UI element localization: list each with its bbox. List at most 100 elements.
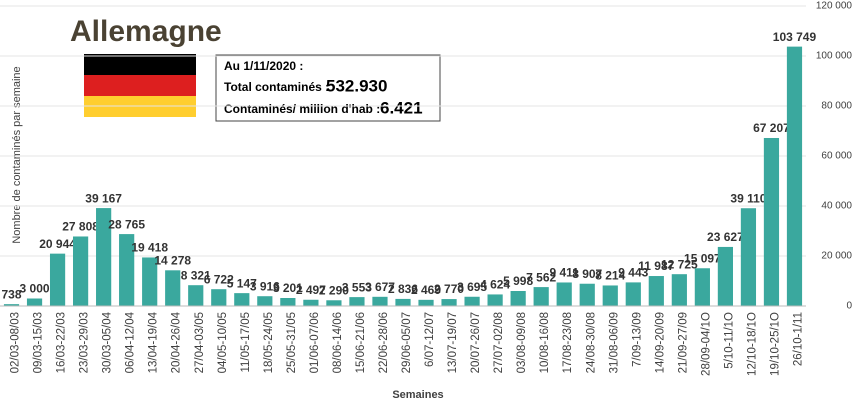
value-label: 3 201 (273, 281, 303, 295)
value-label: 19 418 (131, 241, 168, 255)
bar (26, 298, 43, 306)
bar (579, 283, 595, 306)
info-million-label: Contaminés/ million d'hab : (224, 102, 380, 116)
x-axis-label: Semaines (392, 389, 443, 401)
x-tick-label: 01/06-07/06 (309, 312, 321, 373)
x-tick-label: 06/04-12/04 (125, 311, 137, 373)
value-label: 3 916 (250, 279, 280, 293)
x-tick-label: 20/04-26/04 (171, 311, 183, 373)
x-tick-label: 16/03-22/03 (56, 312, 68, 373)
y-tick-label: 120 000 (816, 1, 853, 12)
bar (786, 46, 803, 306)
value-label: 9 443 (618, 266, 648, 280)
x-tick-label: 29/06-05/07 (401, 312, 413, 373)
value-label: 3 695 (457, 280, 487, 294)
y-tick-label: 100 000 (816, 51, 853, 62)
bar (280, 297, 296, 306)
value-label: 8 321 (181, 268, 211, 282)
x-tick-label: 10/08-16/08 (539, 312, 551, 373)
x-tick-label: 15/06-21/06 (355, 312, 367, 373)
bar (165, 270, 181, 306)
x-tick-label: 23/03-29/03 (79, 312, 91, 373)
x-tick-label: 19/10-25/1O (769, 312, 781, 376)
x-tick-label: 11/05-17/05 (240, 312, 252, 373)
x-tick-label: 25/05-31/05 (286, 312, 298, 373)
bar (671, 274, 687, 306)
bar (441, 299, 457, 306)
value-label: 2 836 (388, 282, 418, 296)
bar (142, 257, 158, 306)
y-tick-label: 60 000 (821, 151, 852, 162)
bar (326, 300, 342, 306)
bar (763, 137, 780, 306)
x-tick-label: 24/08-30/08 (585, 312, 597, 373)
x-tick-label: 30/03-05/04 (102, 311, 114, 373)
value-label: 2 469 (411, 283, 441, 297)
value-label: 27 808 (62, 220, 99, 234)
x-tick-label: 27/04-03/05 (194, 312, 206, 373)
bar (257, 296, 273, 306)
y-tick-label: 20 000 (821, 251, 852, 262)
bar (602, 285, 618, 306)
flag (84, 54, 196, 117)
bar (694, 268, 710, 306)
value-label: 738 (1, 287, 21, 301)
value-label: 11 987 (638, 259, 674, 273)
value-label: 2 290 (319, 283, 349, 297)
bar (625, 282, 641, 306)
bar (49, 253, 66, 306)
value-label: 5 998 (503, 274, 533, 288)
value-label: 39 167 (85, 191, 122, 205)
bar (303, 299, 319, 306)
value-label: 6 722 (204, 272, 234, 286)
value-label: 39 110 (730, 191, 766, 205)
bar (464, 296, 480, 306)
info-million-value: 6.421 (380, 98, 423, 117)
x-tick-label: 13/04-19/04 (148, 311, 160, 373)
bar (717, 246, 733, 306)
x-tick-label: 5/10-11/1O (723, 312, 735, 369)
value-label: 103 749 (773, 30, 817, 44)
value-label: 3 677 (365, 280, 395, 294)
x-tick-label: 04/05-10/05 (217, 312, 229, 373)
value-label: 8 907 (572, 267, 602, 281)
value-label: 2 497 (296, 283, 326, 297)
value-label: 20 944 (39, 237, 76, 251)
x-tick-label: 7/09-13/09 (631, 312, 643, 367)
y-tick-label: 40 000 (821, 201, 852, 212)
bar (418, 299, 434, 306)
info-date: Au 1/11/2020 : (224, 59, 303, 73)
x-tick-label: 18/05-24/05 (263, 312, 275, 373)
value-label: 9 411 (550, 266, 580, 280)
bar (119, 234, 135, 306)
value-label: 12 725 (661, 257, 698, 271)
value-label: 4 624 (480, 278, 510, 292)
bar (349, 297, 365, 306)
chart-title: Allemagne (70, 15, 222, 48)
value-label: 2 770 (434, 282, 464, 296)
bar (487, 294, 503, 306)
info-total-value: 532.930 (326, 76, 387, 95)
x-tick-label: 22/06-28/06 (378, 312, 390, 373)
x-tick-label: 20/07-26/07 (470, 312, 482, 373)
x-tick-label: 6/07-12/07 (424, 312, 436, 367)
bar (556, 282, 572, 306)
y-axis-label: Nombre de contaminés par semaine (11, 66, 23, 243)
value-label: 7 562 (526, 270, 556, 284)
y-tick-label: 0 (846, 301, 852, 312)
x-tick-label: 14/09-20/09 (654, 312, 666, 373)
x-tick-label: 17/08-23/08 (562, 312, 574, 373)
value-label: 14 278 (154, 253, 191, 267)
bar (211, 289, 227, 306)
bar (372, 296, 388, 306)
bar (234, 293, 250, 306)
x-tick-label: 28/09-04/1O (700, 312, 712, 376)
x-tick-label: 27/07-02/08 (493, 312, 505, 373)
value-label: 5 147 (227, 276, 257, 290)
info-total-label: Total contaminés : (224, 80, 329, 94)
x-tick-label: 21/09-27/09 (677, 312, 689, 373)
y-tick-label: 80 000 (821, 101, 852, 112)
x-tick-label: 13/07-19/07 (447, 312, 459, 373)
x-tick-label: 08/06-14/06 (332, 312, 344, 373)
